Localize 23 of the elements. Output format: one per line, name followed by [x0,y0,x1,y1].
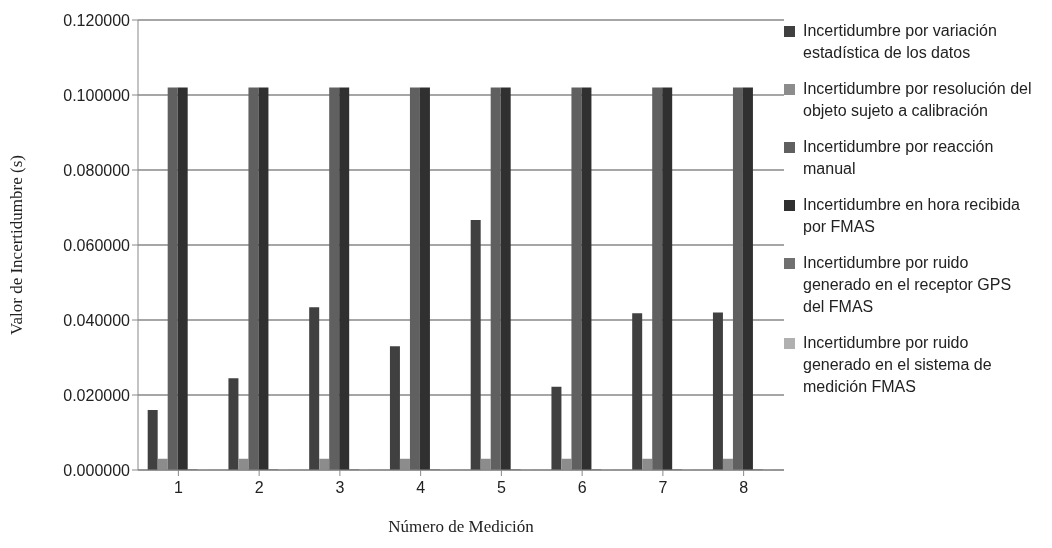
legend-label: Incertidumbre por resolución del objeto sujeto a calibración [803,79,1033,121]
y-tick-label: 0.080000 [63,161,131,179]
x-tick-label: 5 [496,479,506,497]
x-tick-label: 8 [739,479,749,497]
y-tick-label: 0.060000 [63,236,131,254]
x-tick-label: 1 [173,479,183,497]
x-tick-label: 3 [335,479,345,497]
y-tick-label: 0.120000 [63,11,131,29]
y-axis-title: Valor de Incertidumbre (s) [7,155,27,335]
x-tick-label: 7 [658,479,668,497]
x-tick-label: 4 [416,479,426,497]
x-tick-label: 6 [577,479,587,497]
legend-label: Incertidumbre por reacción manual [803,137,995,179]
x-tick-label: 2 [254,479,264,497]
y-tick-label: 0.040000 [63,311,131,329]
y-tick-label: 0.100000 [63,86,131,104]
legend-label: Incertidumbre por variación estadística de los datos [803,21,998,63]
legend-label: Incertidumbre por ruido generado en el sistema de medición FMAS [803,333,993,397]
legend-label: Incertidumbre por ruido generado en el receptor GPS del FMAS [803,253,1013,317]
y-tick-label: 0.020000 [63,386,131,404]
x-axis-title: Número de Medición [388,517,535,536]
y-tick-label: 0.000000 [63,461,131,479]
legend-label: Incertidumbre en hora recibida por FMAS [803,195,1021,237]
